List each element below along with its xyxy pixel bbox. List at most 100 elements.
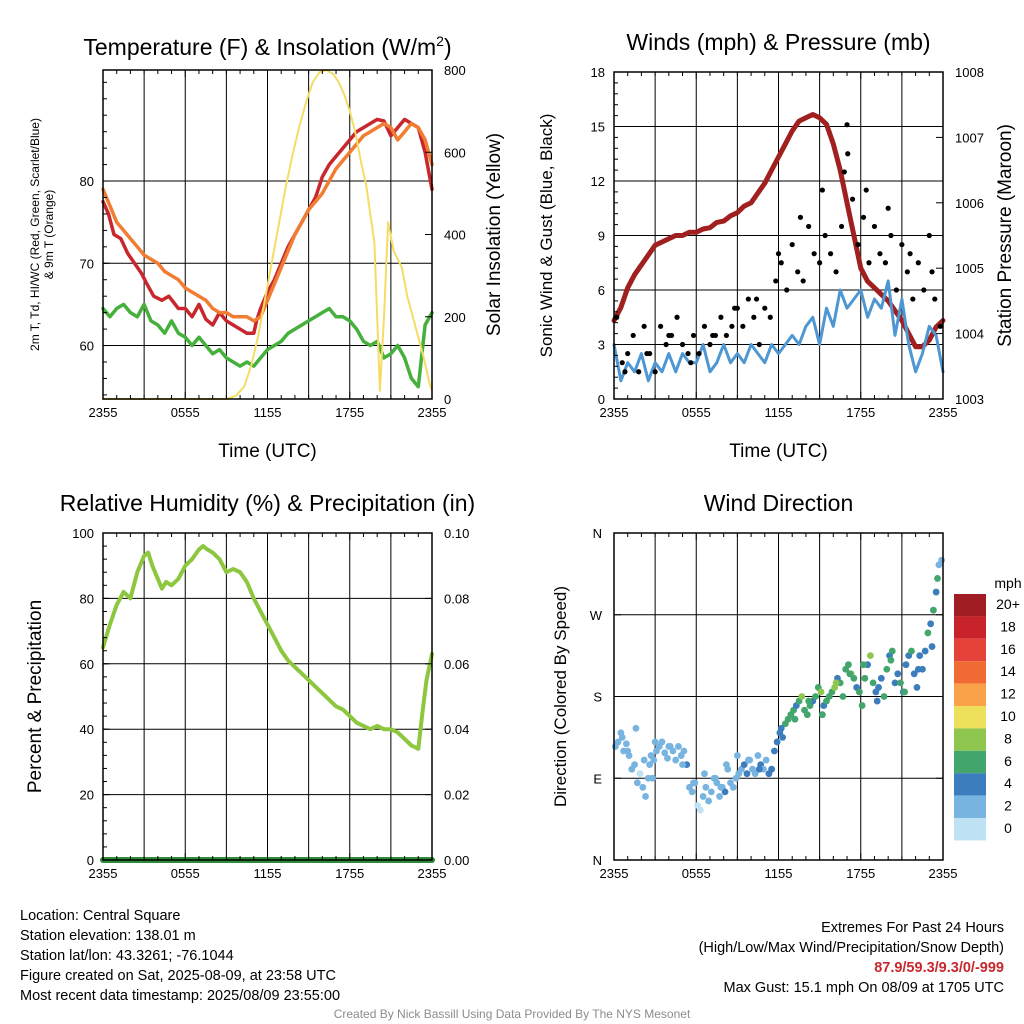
direction-point	[913, 684, 921, 691]
x-tick-label: 1155	[254, 866, 282, 881]
direction-point	[651, 738, 659, 746]
wind-line	[612, 279, 945, 383]
colorbar-label: 2	[1004, 798, 1012, 814]
gust-point	[707, 341, 713, 348]
gust-point	[630, 332, 636, 339]
y2-tick-label: 1006	[955, 196, 984, 211]
y-axis	[614, 532, 943, 861]
gust-point	[690, 332, 697, 339]
gust-point	[863, 187, 869, 193]
direction-point	[914, 665, 922, 673]
colorbar-label: 6	[1004, 753, 1012, 769]
direction-point	[805, 697, 813, 705]
gust-point	[652, 369, 658, 375]
y-tick-label: 80	[80, 174, 94, 189]
pressure-line	[611, 112, 946, 350]
gust-point	[893, 287, 899, 293]
x-tick-label: 2355	[929, 866, 958, 881]
gust-point	[806, 223, 812, 230]
gust-point	[921, 287, 927, 293]
direction-point	[927, 620, 935, 628]
direction-point	[622, 740, 630, 748]
y2-tick-label: 1003	[955, 392, 984, 407]
y-tick-label: 70	[80, 256, 94, 271]
plot-area	[611, 112, 946, 383]
y-tick-label: E	[593, 771, 602, 786]
y2-axis-label: Station Pressure (Maroon)	[995, 124, 1016, 347]
gust-point	[619, 360, 625, 366]
gust-point	[679, 341, 686, 348]
gust-point	[882, 260, 889, 266]
x-tick-label: 0555	[171, 405, 200, 420]
direction-point	[888, 647, 896, 655]
direction-point	[891, 679, 899, 687]
direction-point	[883, 665, 891, 673]
direction-point	[910, 670, 918, 678]
direction-point	[661, 749, 669, 757]
y2-tick-label: 1007	[955, 130, 984, 145]
gust-point	[910, 296, 916, 302]
gridlines	[103, 533, 432, 860]
y2-tick-label: 600	[444, 145, 466, 160]
direction-point	[916, 652, 924, 660]
x-tick-label: 2355	[600, 405, 629, 420]
colorbar-swatch	[954, 773, 986, 796]
y2-axis	[425, 532, 432, 861]
chart-title-superscript: 2	[436, 33, 444, 49]
direction-point	[768, 765, 776, 773]
y-axis	[614, 71, 621, 400]
gust-point	[666, 332, 672, 339]
gridlines	[103, 70, 432, 399]
gust-point	[926, 232, 932, 239]
direction-point	[754, 752, 762, 759]
direction-points	[611, 556, 946, 814]
y-tick-label: W	[590, 608, 603, 623]
direction-point	[875, 684, 882, 691]
gust-point	[833, 269, 839, 275]
direction-point	[723, 761, 730, 769]
direction-point	[869, 679, 877, 687]
gust-point	[762, 305, 768, 311]
colorbar-unit: mph	[994, 575, 1021, 591]
y2-tick-label: 1008	[955, 65, 984, 80]
direction-point	[846, 670, 854, 678]
direction-point	[908, 647, 915, 655]
x-tick-label: 1155	[765, 866, 793, 881]
y-tick-label: 12	[591, 174, 605, 189]
direction-point	[675, 743, 682, 750]
colorbar-label: 12	[1000, 686, 1016, 702]
direction-point	[665, 743, 673, 750]
direction-point	[930, 606, 937, 614]
extremes-subtitle: (High/Low/Max Wind/Precipitation/Snow De…	[698, 940, 1004, 956]
gust-point	[899, 241, 905, 248]
direction-point	[817, 688, 825, 696]
direction-point	[733, 752, 741, 759]
colorbar-swatch	[954, 638, 986, 662]
x-tick-label: 1755	[335, 405, 364, 420]
gust-point	[784, 287, 790, 293]
direction-point	[614, 738, 622, 746]
extremes-values: 87.9/59.3/9.3/0/-999	[874, 960, 1004, 976]
colorbar-label: 14	[1000, 663, 1016, 679]
speed-colorbar: 20+ 18 16 14 12 10 8 6 4 2 0 mph	[954, 575, 1022, 841]
direction-point	[690, 779, 697, 787]
gust-point	[622, 369, 628, 375]
colorbar-label: 16	[1000, 641, 1016, 657]
direction-point	[672, 756, 680, 764]
colorbar-label: 20+	[996, 596, 1020, 612]
direction-point	[798, 693, 806, 700]
direction-point	[897, 679, 904, 687]
gust-point	[860, 214, 867, 220]
y-tick-label: 15	[591, 120, 605, 135]
x-tick-label: 2355	[929, 405, 958, 420]
gust-series	[614, 122, 943, 375]
direction-point	[839, 693, 847, 700]
y2-tick-label: 1004	[955, 327, 984, 342]
direction-point	[631, 761, 638, 769]
direction-point	[624, 747, 632, 755]
colorbar-swatch	[954, 683, 986, 706]
gust-point	[644, 350, 650, 357]
y-tick-label: 20	[80, 788, 94, 803]
